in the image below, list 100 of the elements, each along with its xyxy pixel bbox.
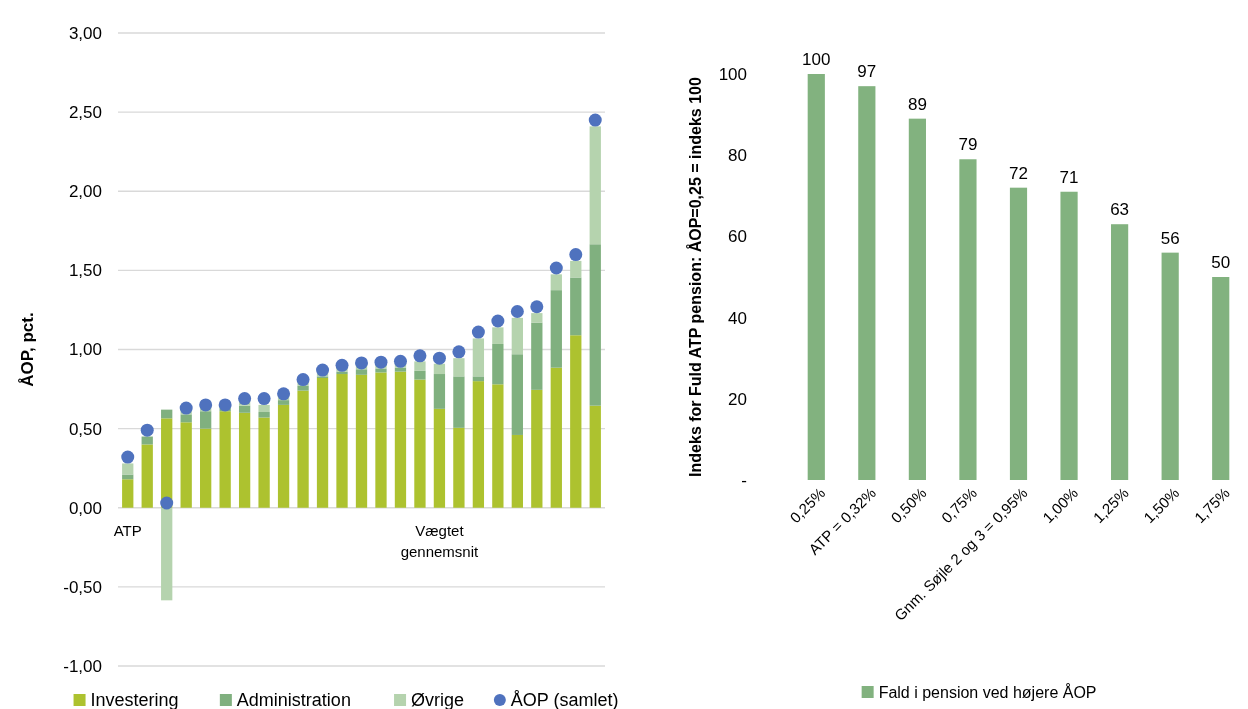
- point: [277, 387, 291, 401]
- bar: [258, 417, 270, 508]
- x-tick-label: Vægtet gennemsnit: [400, 521, 480, 560]
- bar: [472, 338, 485, 377]
- data-label: 71: [1059, 167, 1079, 187]
- data-label: 97: [857, 62, 877, 82]
- legend-label: Fald i pension ved højere ÅOP: [878, 682, 1097, 701]
- bar: [550, 274, 562, 291]
- data-label: 72: [1009, 163, 1028, 183]
- bar: [1009, 187, 1028, 480]
- bar: [297, 390, 309, 508]
- bar: [807, 74, 825, 480]
- bar: [858, 86, 876, 480]
- bar: [433, 374, 446, 409]
- point: [588, 113, 602, 127]
- bar: [375, 368, 387, 373]
- point: [316, 363, 330, 377]
- y-tick-label: 60: [728, 227, 747, 247]
- bar: [531, 313, 543, 323]
- bar: [414, 370, 426, 380]
- x-tick-label: ATP: [113, 521, 142, 539]
- y-tick-label: -: [741, 470, 747, 490]
- legend-label: Administration: [236, 690, 351, 709]
- bar: [394, 371, 407, 508]
- y-tick-label: 20: [728, 389, 747, 409]
- bar: [472, 376, 485, 382]
- bar: [277, 404, 290, 508]
- bar: [589, 244, 601, 406]
- bar: [589, 126, 601, 245]
- y-axis-title: Indeks for Fuld ATP pension: ÅOP=0,25 = indeks 100: [686, 76, 704, 477]
- bar: [570, 335, 582, 508]
- point: [432, 351, 446, 365]
- bar: [414, 379, 426, 508]
- point: [569, 248, 583, 262]
- y-tick-label: -0,50: [63, 577, 102, 597]
- point: [393, 354, 407, 368]
- bar: [219, 411, 231, 508]
- y-tick-label: 0,00: [68, 498, 102, 518]
- bar: [531, 389, 543, 508]
- point: [549, 261, 563, 275]
- point: [335, 358, 349, 372]
- point: [374, 355, 388, 369]
- bar: [492, 343, 504, 385]
- bar: [511, 317, 523, 355]
- bar: [161, 507, 173, 601]
- bar: [453, 358, 465, 377]
- bar: [180, 422, 192, 508]
- y-axis-title: ÅOP, pct.: [18, 312, 37, 387]
- bar: [122, 479, 134, 508]
- bar: [394, 367, 407, 372]
- bar: [375, 372, 387, 508]
- bar: [180, 414, 192, 423]
- bar: [1060, 191, 1078, 480]
- bar: [200, 428, 212, 508]
- data-label: 56: [1160, 228, 1180, 248]
- bar: [355, 374, 368, 508]
- y-tick-label: 1,00: [68, 340, 102, 360]
- point: [121, 450, 135, 464]
- point: [510, 305, 524, 319]
- y-tick-label: 100: [718, 64, 747, 84]
- bar: [1212, 277, 1230, 480]
- point: [199, 398, 213, 412]
- bar: [511, 434, 523, 508]
- point: [140, 423, 154, 437]
- bar: [414, 361, 426, 371]
- data-label: 100: [802, 50, 831, 69]
- bar: [492, 327, 504, 344]
- point: [452, 345, 466, 359]
- y-tick-label: 80: [728, 146, 747, 166]
- bar: [297, 385, 309, 391]
- bar: [161, 409, 173, 419]
- bar: [492, 384, 504, 508]
- point: [238, 392, 252, 406]
- bar: [570, 277, 582, 336]
- point: [296, 373, 310, 387]
- bar: [316, 377, 329, 508]
- point: [218, 398, 232, 412]
- bar: [238, 412, 251, 508]
- bar: [238, 405, 251, 413]
- bar: [531, 322, 543, 390]
- bar: [550, 367, 562, 508]
- y-tick-label: 2,00: [68, 182, 102, 202]
- bar: [433, 408, 446, 508]
- point: [257, 392, 271, 406]
- y-tick-label: 0,50: [68, 419, 102, 439]
- point: [491, 314, 505, 328]
- data-label: 63: [1110, 200, 1130, 220]
- bar: [141, 444, 153, 508]
- bar: [433, 363, 446, 375]
- y-tick-label: -1,00: [63, 656, 102, 676]
- y-tick-label: 40: [728, 308, 747, 328]
- bar: [511, 354, 523, 435]
- bar: [908, 118, 926, 480]
- point: [160, 496, 174, 510]
- bar: [122, 463, 134, 475]
- point: [530, 300, 544, 314]
- bar: [453, 427, 465, 508]
- data-label: 79: [958, 135, 978, 155]
- bar: [453, 376, 465, 428]
- bar: [550, 290, 562, 368]
